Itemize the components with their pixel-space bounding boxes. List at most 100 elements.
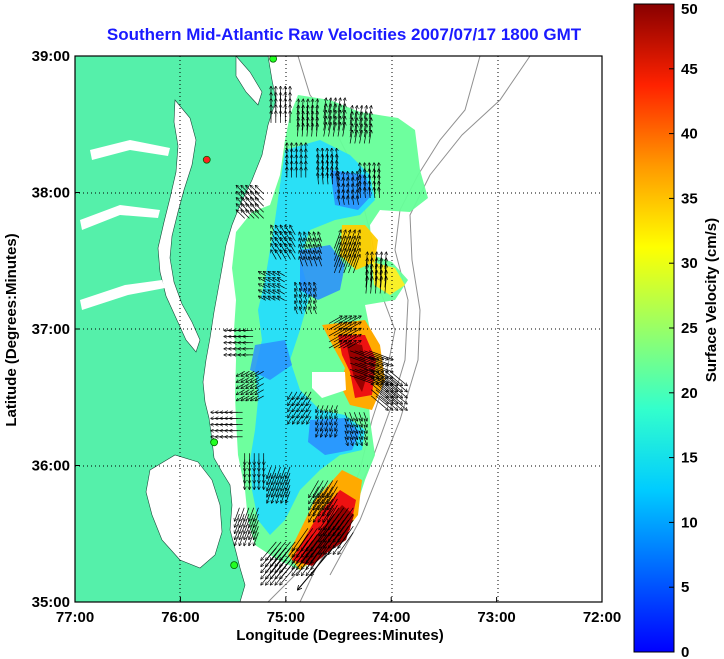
velocity-vector [369,175,370,186]
velocity-vector [338,184,340,193]
velocity-vector [268,290,276,295]
velocity-vector [338,525,354,548]
velocity-vector [322,173,323,185]
velocity-vector [236,210,245,219]
velocity-vector [275,541,291,560]
velocity-vector [364,362,388,372]
velocity-vector [332,123,336,137]
river-1 [80,205,160,230]
velocity-vector [295,307,298,315]
colorbar-label: Surface Velocity (cm/s) [703,218,720,382]
velocity-vector [304,245,308,255]
velocity-vector [352,236,360,255]
x-tick-label: 72:00 [583,609,621,626]
velocity-vector [349,362,374,372]
velocity-vector [338,335,352,343]
velocity-vector [359,106,362,119]
velocity-vector [328,111,331,125]
velocity-vector [311,528,328,551]
velocity-vector [359,356,384,366]
velocity-vector [332,117,336,131]
x-tick-label: 73:00 [477,609,515,626]
velocity-vector [264,272,271,277]
velocity-vector [239,507,245,521]
x-tick-label: 77:00 [56,609,94,626]
colorbar-tick-label: 5 [681,579,689,596]
velocity-vector [348,196,350,205]
velocity-vector [302,534,318,557]
velocity-vector [318,232,322,242]
velocity-vector [304,232,308,242]
velocity-vector [312,99,313,113]
velocity-vector [328,486,338,504]
velocity-vector [349,350,374,360]
velocity-vector [259,296,266,301]
velocity-vector [347,328,361,337]
radar-site-marker [230,561,239,570]
velocity-vector [338,513,354,536]
velocity-vector [288,410,293,418]
velocity-vector [338,172,340,181]
velocity-vector [349,106,352,119]
velocity-vector [328,480,338,498]
velocity-vector [264,296,271,301]
velocity-vector [312,106,313,119]
velocity-vectors [211,87,407,590]
velocity-vector [288,416,293,423]
velocity-vector [380,265,382,282]
velocity-vector [342,104,345,119]
velocity-vector [371,258,373,276]
velocity-vector [324,525,340,548]
velocity-vector [343,172,345,181]
velocity-vector [318,155,319,166]
velocity-vector [327,155,328,166]
velocity-vector [337,123,340,137]
velocity-vector [363,124,366,138]
velocity-vector [328,498,338,516]
velocity-vector [357,178,359,187]
velocity-vector [332,104,336,119]
velocity-vector [335,405,338,412]
velocity-vector [354,356,379,366]
velocity-vector [333,230,341,249]
velocity-vector [272,466,277,478]
velocity-vector [374,188,375,199]
velocity-vector [379,163,380,174]
velocity-vector [329,507,345,530]
velocity-vector [292,546,309,570]
velocity-vector [309,289,312,296]
velocity-vector [309,257,313,267]
velocity-vector [370,389,388,404]
velocity-vector [368,368,393,378]
velocity-vector [349,375,374,384]
velocity-vector [380,371,398,385]
velocity-vector [286,466,291,478]
velocity-vector [323,123,327,137]
velocity-vector [371,265,373,282]
y-tick-label: 38:00 [32,185,70,202]
velocity-vector [302,403,307,411]
velocity-vector [295,283,298,290]
velocity-vector [255,383,264,389]
velocity-vector [304,238,308,248]
velocity-vector [280,566,296,585]
velocity-vector [385,265,386,282]
velocity-vector [297,118,298,131]
velocity-vector [352,172,354,181]
velocity-vector [348,172,350,181]
colorbar-tick-label: 20 [681,385,698,402]
velocity-vector [246,210,255,219]
velocity-vector [385,395,402,410]
colorbar-tick-label: 40 [681,126,698,143]
velocity-vector [280,547,296,566]
velocity-vector [354,368,379,378]
velocity-vector [363,106,366,119]
velocity-vector [375,383,393,398]
chart-title: Southern Mid-Atlantic Raw Velocities 200… [107,25,582,44]
colorbar: 0 5 10 15 20 25 30 35 40 45 50 Surface Velocity (c… [633,1,720,659]
velocity-vector [304,251,308,261]
radar-site-marker [202,155,211,164]
velocity-vector [276,250,282,260]
velocity-vector [288,391,293,399]
velocity-vector [323,104,327,119]
